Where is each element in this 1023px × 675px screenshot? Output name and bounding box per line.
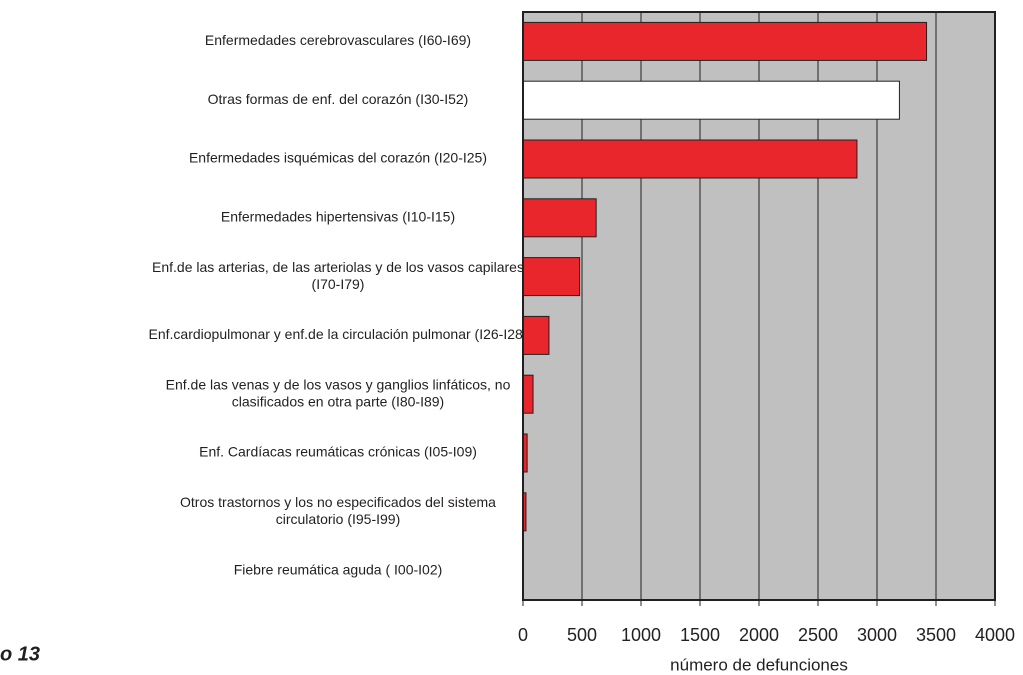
category-label: circulatorio (I95-I99) xyxy=(276,511,401,527)
x-tick-label: 1500 xyxy=(680,625,720,645)
x-tick-label: 500 xyxy=(567,625,597,645)
category-label: Enfermedades hipertensivas (I10-I15) xyxy=(221,209,455,225)
category-label: Enf.de las venas y de los vasos y gangli… xyxy=(166,376,511,392)
bar xyxy=(522,374,534,414)
category-label: Enf.de las arterias, de las arteriolas y… xyxy=(152,259,524,275)
category-label: (I70-I79) xyxy=(312,276,365,292)
bar xyxy=(522,21,928,61)
category-label: Otras formas de enf. del corazón (I30-I5… xyxy=(208,91,469,107)
category-label: Fiebre reumática aguda ( I00-I02) xyxy=(234,561,443,577)
category-label: clasificados en otra parte (I80-I89) xyxy=(232,393,444,409)
x-tick-label: 2000 xyxy=(739,625,779,645)
x-axis-title: número de defunciones xyxy=(670,655,848,674)
bar xyxy=(522,315,550,355)
category-label: Otros trastornos y los no especificados … xyxy=(180,494,496,510)
category-label: Enf. Cardíacas reumáticas crónicas (I05-… xyxy=(199,444,477,460)
category-label: Enfermedades isquémicas del corazón (I20… xyxy=(189,150,487,166)
x-tick-label: 2500 xyxy=(798,625,838,645)
x-tick-label: 3500 xyxy=(916,625,956,645)
category-label: Enfermedades cerebrovasculares (I60-I69) xyxy=(205,32,471,48)
bar xyxy=(522,198,597,238)
category-label: Enf.cardiopulmonar y enf.de la circulaci… xyxy=(149,326,528,342)
x-tick-label: 0 xyxy=(518,625,528,645)
bar xyxy=(522,80,900,120)
plot-frame xyxy=(522,11,996,601)
bar xyxy=(522,257,581,297)
bar xyxy=(522,139,858,179)
x-tick-label: 4000 xyxy=(975,625,1015,645)
x-tick-label: 1000 xyxy=(621,625,661,645)
figure-label: o 13 xyxy=(0,643,40,665)
x-tick-label: 3000 xyxy=(857,625,897,645)
